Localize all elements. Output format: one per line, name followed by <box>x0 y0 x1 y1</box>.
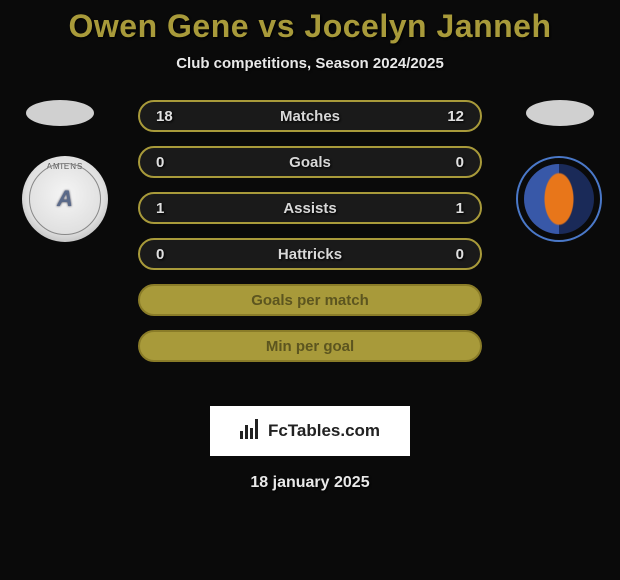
club-crest-left: AMIENS A <box>22 156 108 242</box>
stat-left-value: 0 <box>156 246 164 263</box>
chart-bars-icon <box>240 419 262 444</box>
flag-right-placeholder <box>526 100 594 126</box>
stat-left-value: 1 <box>156 200 164 217</box>
crest-right-shield <box>524 164 594 234</box>
stat-bar-matches: 18 Matches 12 <box>138 100 482 132</box>
stat-right-value: 0 <box>456 154 464 171</box>
stat-label: Hattricks <box>278 246 342 263</box>
stat-left-value: 0 <box>156 154 164 171</box>
stat-label: Assists <box>283 200 336 217</box>
branding-text: FcTables.com <box>268 421 380 441</box>
stat-bar-goals-per-match: Goals per match <box>138 284 482 316</box>
stat-label: Goals <box>289 154 331 171</box>
stat-bars: 18 Matches 12 0 Goals 0 1 Assists 1 0 Ha… <box>138 100 482 362</box>
page-title: Owen Gene vs Jocelyn Janneh <box>0 0 620 45</box>
stat-label: Min per goal <box>266 338 354 355</box>
stat-right-value: 12 <box>447 108 464 125</box>
stat-bar-min-per-goal: Min per goal <box>138 330 482 362</box>
stat-right-value: 0 <box>456 246 464 263</box>
subtitle: Club competitions, Season 2024/2025 <box>0 55 620 72</box>
stat-right-value: 1 <box>456 200 464 217</box>
flag-left-placeholder <box>26 100 94 126</box>
date-text: 18 january 2025 <box>0 474 620 492</box>
stat-bar-goals: 0 Goals 0 <box>138 146 482 178</box>
stat-bar-hattricks: 0 Hattricks 0 <box>138 238 482 270</box>
crest-left-letter: A <box>57 186 73 212</box>
stat-label: Matches <box>280 108 340 125</box>
crest-left-top-text: AMIENS <box>47 162 84 171</box>
stat-label: Goals per match <box>251 292 369 309</box>
branding-link[interactable]: FcTables.com <box>210 406 410 456</box>
stat-bar-assists: 1 Assists 1 <box>138 192 482 224</box>
stat-left-value: 18 <box>156 108 173 125</box>
comparison-panel: AMIENS A 18 Matches 12 0 Goals 0 1 Assis… <box>0 100 620 380</box>
club-crest-right <box>516 156 602 242</box>
